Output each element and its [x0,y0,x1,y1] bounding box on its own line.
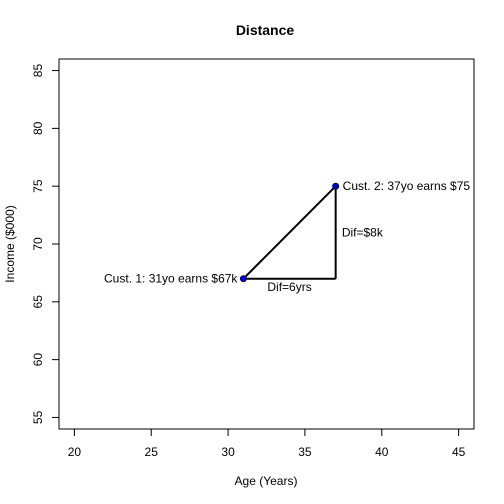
plot-frame [58,58,475,430]
chart-title: Distance [236,22,295,38]
x-axis: 20 25 30 35 40 45 [68,428,466,459]
x-tick-label: 25 [145,445,159,459]
y-axis-title: Income ($000) [3,205,17,282]
x-tick-label: 30 [221,445,235,459]
y-tick-label: 55 [31,410,45,424]
y-tick-label: 70 [31,237,45,251]
customer-label-1: Cust. 1: 31yo earns $67k [104,272,238,286]
customer-point-1 [239,275,247,283]
y-tick-label: 60 [31,353,45,367]
x-axis-title: Age (Years) [235,474,298,488]
y-tick-label: 65 [31,295,45,309]
y-tick-label: 75 [31,179,45,193]
difference-annotations: Dif=6yrs Dif=$8k [267,225,383,293]
customer-label-2: Cust. 2: 37yo earns $75 [343,179,471,193]
y-tick-label: 80 [31,121,45,135]
customer-point-2 [332,182,340,190]
distance-segment [242,185,337,280]
customer-points: Cust. 1: 31yo earns $67k Cust. 2: 37yo ea… [104,179,470,286]
x-tick-label: 45 [452,445,466,459]
difference-label: Dif=6yrs [267,280,311,294]
y-tick-label: 85 [31,64,45,78]
x-tick-label: 20 [68,445,82,459]
x-tick-label: 40 [375,445,389,459]
y-axis: 55 60 65 70 75 80 85 [31,64,60,424]
x-tick-label: 35 [298,445,312,459]
distance-segments [242,185,337,280]
difference-label: Dif=$8k [342,225,384,239]
